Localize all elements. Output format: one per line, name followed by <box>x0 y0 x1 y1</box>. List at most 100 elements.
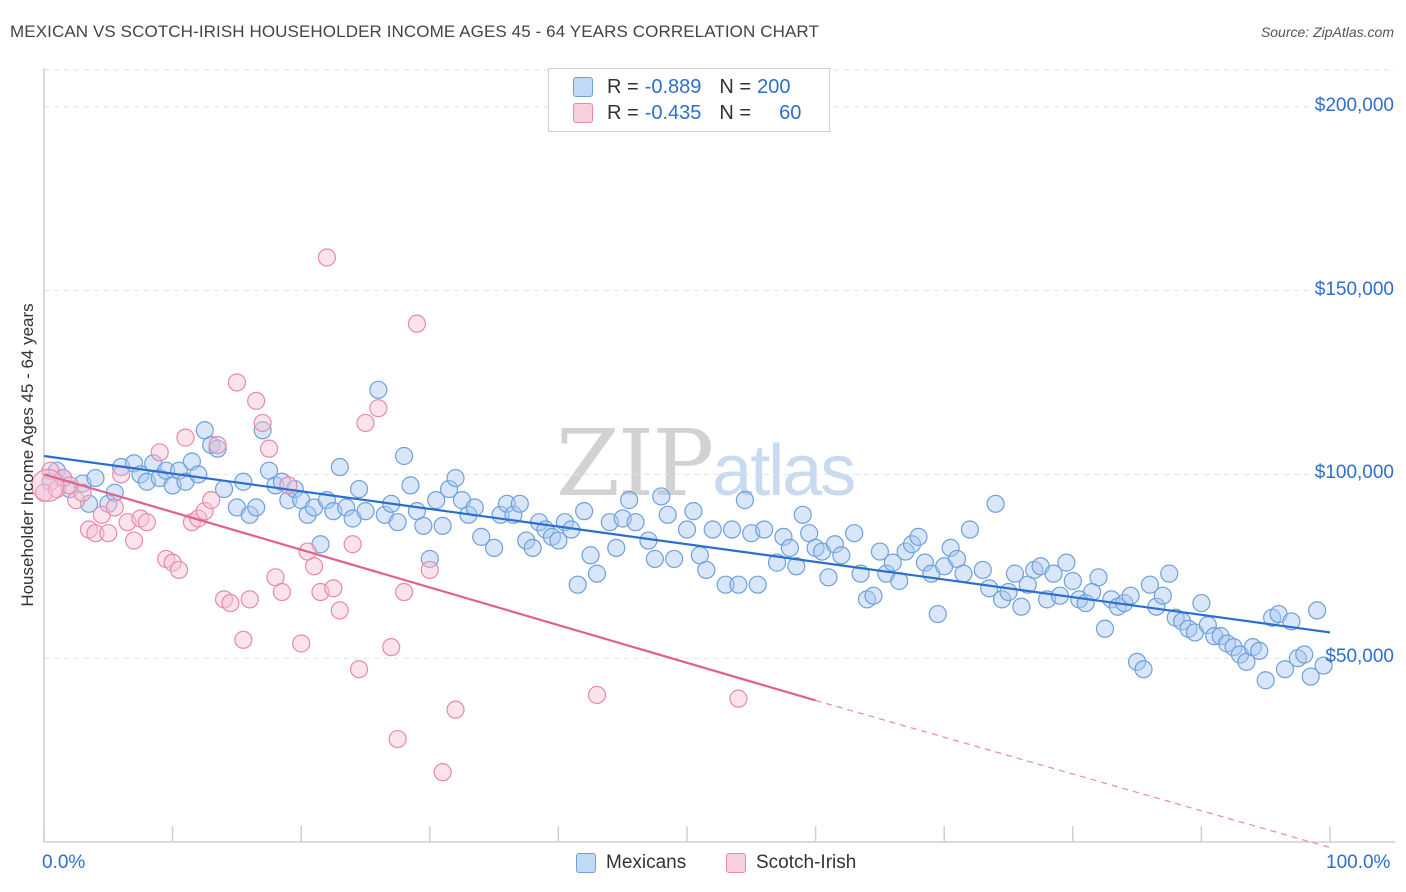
data-point <box>1005 564 1025 583</box>
data-point <box>472 527 491 546</box>
data-point <box>401 476 420 495</box>
data-point <box>716 575 735 594</box>
data-point <box>317 248 337 267</box>
data-point <box>349 660 369 679</box>
data-point <box>845 524 864 543</box>
data-point <box>124 531 144 550</box>
data-point <box>1160 564 1179 583</box>
data-point <box>510 494 529 513</box>
data-point <box>684 502 703 521</box>
trend-line-extrapolated <box>815 699 1331 849</box>
data-point <box>221 593 240 613</box>
data-point <box>607 538 626 558</box>
data-point <box>626 513 645 532</box>
data-point <box>240 505 259 524</box>
data-point <box>433 516 452 535</box>
data-point <box>99 524 118 543</box>
legend-n-value: 60 <box>779 101 802 124</box>
legend-r-value: -0.889 <box>644 75 702 98</box>
data-point <box>382 638 401 657</box>
data-point <box>414 516 433 535</box>
data-point <box>369 399 388 418</box>
data-point <box>729 575 748 594</box>
data-point <box>163 553 182 572</box>
data-point <box>645 549 664 569</box>
data-point <box>247 391 266 410</box>
data-point <box>394 582 414 602</box>
data-point <box>446 700 465 719</box>
y-tick-label: $50,000 <box>1325 646 1394 668</box>
chart-title: MEXICAN VS SCOTCH-IRISH HOUSEHOLDER INCO… <box>10 22 819 41</box>
legend-swatch-scotch-irish <box>573 103 593 123</box>
data-point <box>960 520 980 539</box>
data-point <box>485 538 504 558</box>
data-point <box>227 373 246 392</box>
legend-n-value: 200 <box>757 75 791 98</box>
trend-lines <box>43 454 1331 849</box>
data-point <box>234 630 253 649</box>
y-axis-label: Householder Income Ages 45 - 64 years <box>18 303 37 607</box>
watermark: ZIPatlas <box>556 410 856 517</box>
series-legend-swatch <box>576 853 596 873</box>
data-point <box>909 527 928 546</box>
data-point <box>105 498 124 517</box>
data-point <box>697 560 716 580</box>
data-point <box>652 487 671 506</box>
trend-line <box>43 454 1331 634</box>
data-point <box>1140 575 1160 594</box>
data-point <box>755 520 774 539</box>
data-point <box>208 435 227 455</box>
series-legend-scotch-irish[interactable]: Scotch-Irish <box>726 852 856 874</box>
data-point <box>1308 601 1327 620</box>
data-point <box>279 491 298 510</box>
data-point <box>137 513 156 532</box>
data-point <box>896 542 915 561</box>
data-point <box>1314 656 1333 675</box>
data-point <box>298 505 317 524</box>
series-legend-mexicans[interactable]: Mexicans <box>576 852 686 874</box>
data-point <box>870 542 890 561</box>
data-point <box>253 421 272 440</box>
data-point <box>986 494 1005 513</box>
data-point <box>832 546 851 565</box>
data-point <box>825 535 844 554</box>
data-point <box>304 557 324 576</box>
data-point <box>330 601 349 620</box>
data-point <box>568 575 587 594</box>
data-point <box>195 502 214 521</box>
data-point <box>954 564 973 583</box>
data-point <box>1224 638 1243 657</box>
data-point <box>774 527 793 546</box>
data-point <box>497 494 517 513</box>
data-point <box>787 557 806 576</box>
data-point <box>247 498 266 517</box>
x-tick-label-min: 0.0% <box>42 852 86 873</box>
watermark-zip: ZIP <box>556 410 714 517</box>
data-point <box>343 535 362 554</box>
legend-r-label: R = <box>607 75 639 98</box>
data-point <box>439 479 459 499</box>
data-point <box>767 553 787 572</box>
data-point <box>388 513 407 532</box>
data-point <box>735 491 754 510</box>
data-point <box>1134 660 1153 679</box>
data-point <box>722 520 742 539</box>
data-point <box>620 491 639 510</box>
data-point <box>999 582 1018 602</box>
data-point <box>1301 667 1320 686</box>
data-point <box>793 505 812 524</box>
data-point <box>73 483 92 502</box>
data-point <box>86 468 105 488</box>
data-point <box>1295 645 1314 664</box>
data-point <box>1153 586 1172 605</box>
legend-swatch-mexicans <box>573 77 593 97</box>
correlation-legend: R = -0.889 N = 200 R = -0.435 N = 60 <box>548 68 830 132</box>
data-point <box>928 604 947 624</box>
data-point <box>1057 553 1076 572</box>
data-point <box>587 685 607 705</box>
data-point <box>883 553 902 572</box>
data-point <box>259 439 279 458</box>
data-point <box>658 505 677 524</box>
data-point <box>864 586 883 605</box>
